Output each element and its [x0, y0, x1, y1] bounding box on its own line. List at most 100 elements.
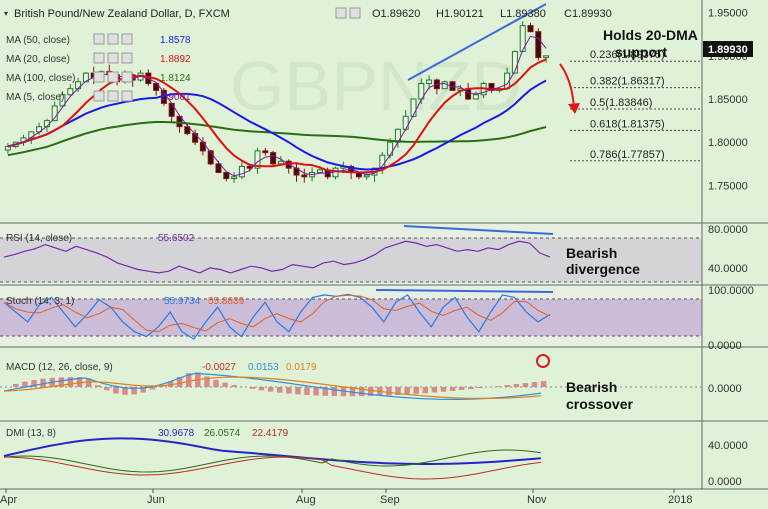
macd-histogram-bar — [540, 381, 547, 387]
time-label: Apr — [0, 494, 17, 506]
candle-body — [215, 163, 222, 173]
settings-icon[interactable] — [349, 7, 361, 19]
fib-label: 0.236(1.89375) — [590, 49, 665, 61]
time-label: Aug — [296, 494, 316, 506]
close-icon — [121, 71, 133, 83]
dmi-legend: DMI (13, 8) 30.9678 26.0574 22.4179 — [6, 428, 289, 439]
fib-label: 0.5(1.83846) — [590, 97, 652, 109]
ma-value: 1.8578 — [160, 35, 191, 46]
candle-body — [51, 105, 58, 122]
close-icon — [121, 52, 133, 64]
ohlc-high: H1.90121 — [436, 8, 484, 20]
rsi-legend: RSI (14, close) 55.6502 — [6, 233, 195, 244]
macd-legend: MACD (12, 26, close, 9) -0.0027 0.0153 0… — [6, 362, 317, 373]
rsi-chart — [0, 225, 702, 283]
candle-body — [535, 31, 542, 59]
price-axis-tick: 1.85000 — [708, 94, 748, 106]
macd-histogram-bar — [340, 387, 347, 397]
annotation-crossover: crossover — [566, 396, 633, 412]
macd-histogram-bar — [76, 377, 83, 387]
candle-body — [410, 98, 417, 117]
macd-histogram-bar — [449, 387, 456, 391]
candle-body — [184, 126, 191, 135]
rsi-axis-40: 40.0000 — [708, 263, 748, 275]
rsi-divergence-line — [403, 225, 554, 235]
macd-histogram-bar — [31, 379, 37, 387]
macd-histogram-bar — [67, 377, 74, 387]
current-price-label: 1.89930 — [708, 44, 748, 56]
macd-axis-0: 0.0000 — [708, 383, 742, 395]
macd-histogram-bar — [422, 387, 429, 394]
macd-histogram-bar — [531, 382, 538, 387]
macd-chart — [0, 354, 702, 400]
dmi-value-3: 22.4179 — [252, 428, 289, 439]
macd-label[interactable]: MACD (12, 26, close, 9) — [6, 362, 113, 373]
annotation-support: support — [615, 44, 667, 60]
stoch-label[interactable]: Stoch (14, 3, 1) — [6, 296, 74, 307]
macd-histogram-bar — [258, 387, 265, 391]
price-axis-tick: 1.80000 — [708, 137, 748, 149]
stoch-axis-0: 0.0000 — [708, 340, 742, 352]
macd-histogram-bar — [358, 387, 365, 397]
time-label: Sep — [380, 494, 400, 506]
price-axis-tick: 1.95000 — [708, 8, 748, 20]
rsi-label[interactable]: RSI (14, close) — [6, 233, 72, 244]
macd-histogram-bar — [113, 387, 119, 394]
candle-body — [441, 81, 448, 90]
macd-histogram-bar — [386, 387, 392, 396]
candle-body — [199, 141, 206, 152]
candle-body — [75, 81, 82, 90]
ma-label: MA (20, close) — [6, 54, 70, 65]
macd-histogram-bar — [104, 387, 110, 391]
macd-histogram-bar — [504, 385, 510, 387]
macd-histogram-bar — [395, 387, 401, 395]
dmi-minus-line — [3, 456, 541, 480]
candle-body — [472, 94, 479, 100]
macd-histogram-bar — [322, 387, 328, 396]
ma-label: MA (5, close) — [6, 92, 64, 103]
settings-icon — [107, 52, 119, 64]
macd-histogram-bar — [213, 379, 219, 387]
toggle-icon[interactable] — [335, 7, 347, 19]
macd-histogram-bar — [304, 387, 310, 395]
ma100-line — [7, 121, 547, 157]
stoch-d-value: 55.8839 — [208, 296, 245, 307]
time-label: 2018 — [668, 494, 692, 506]
candle-body — [543, 55, 550, 59]
macd-histogram-bar — [440, 387, 447, 392]
candle-body — [426, 79, 433, 84]
candle-body — [316, 169, 323, 173]
macd-histogram-bar — [85, 378, 92, 387]
settings-icon — [107, 90, 119, 102]
down-arrow-icon — [559, 63, 580, 114]
macd-histogram-bar — [231, 385, 237, 387]
time-label: Jun — [147, 494, 165, 506]
candle-body — [511, 51, 518, 74]
candle-body — [207, 150, 214, 165]
fib-label: 0.786(1.77857) — [590, 149, 665, 161]
candle-body — [301, 174, 308, 178]
macd-histogram-bar — [477, 387, 483, 389]
macd-histogram-bar — [267, 387, 274, 392]
chart-title[interactable]: British Pound/New Zealand Dollar, D, FXC… — [14, 8, 230, 20]
candle-body — [363, 174, 370, 178]
dmi-label[interactable]: DMI (13, 8) — [6, 428, 56, 439]
ma-label: MA (100, close) — [6, 73, 75, 84]
ma-value: 1.8892 — [160, 54, 191, 65]
panel-separators — [0, 0, 768, 490]
fib-label: 0.382(1.86317) — [590, 76, 665, 88]
macd-value-3: 0.0179 — [286, 362, 317, 373]
candle-body — [223, 171, 230, 180]
macd-histogram-bar — [13, 383, 19, 387]
macd-histogram-bar — [413, 387, 419, 394]
dmi-axis-40: 40.0000 — [708, 440, 748, 452]
candle-body — [254, 150, 261, 169]
ma-legend: MA (50, close) 1.8578 MA (20, close) 1.8892… — [6, 33, 191, 103]
rsi-value: 55.6502 — [158, 233, 195, 244]
macd-histogram-bar — [459, 387, 465, 390]
candle-body — [67, 88, 74, 96]
ma-value: 1.8124 — [160, 73, 191, 84]
macd-histogram-bar — [431, 387, 438, 393]
